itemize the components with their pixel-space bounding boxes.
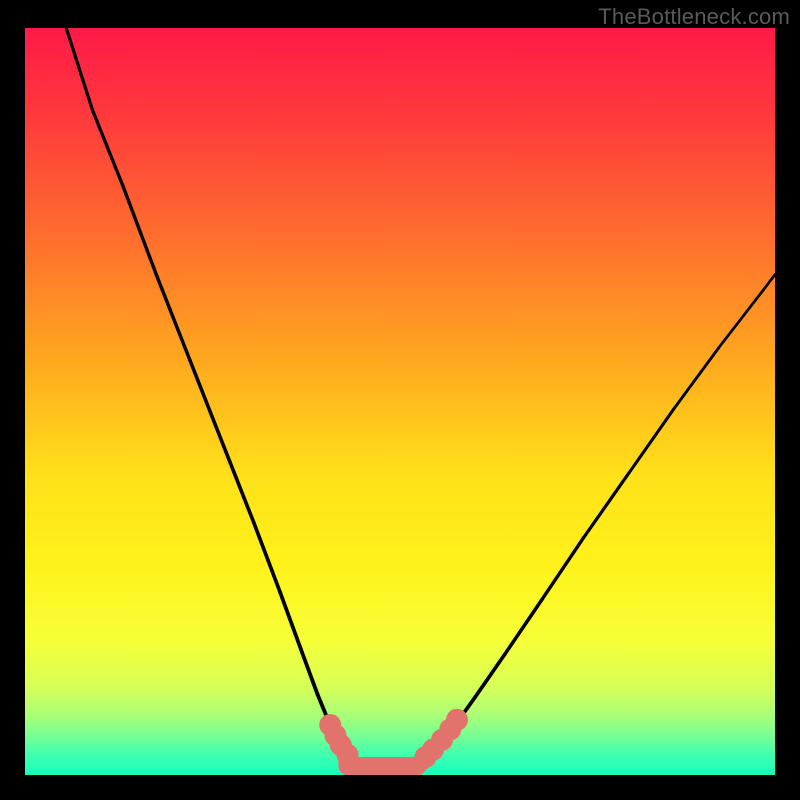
curve-segment <box>66 28 92 110</box>
curve-segment <box>475 654 505 697</box>
chart-container: TheBottleneck.com <box>0 0 800 800</box>
marker-join <box>417 757 425 766</box>
curve-segment <box>224 446 254 522</box>
curve-segment <box>123 185 157 275</box>
watermark-text: TheBottleneck.com <box>598 4 790 30</box>
curve-segment <box>280 592 301 650</box>
curve-segment <box>543 537 584 598</box>
curve-segment <box>764 275 775 290</box>
curve-segment <box>254 523 280 592</box>
curve-segment <box>93 110 123 185</box>
curve-segment <box>584 473 629 537</box>
curve-segment <box>674 348 719 409</box>
plot-area <box>25 28 775 775</box>
curve-layer <box>25 28 775 775</box>
curve-segment <box>190 360 224 446</box>
curve-segment <box>156 275 190 361</box>
curve-segment <box>629 409 674 473</box>
curve-segment <box>505 599 543 654</box>
curve-segment <box>301 650 318 695</box>
curve-segment <box>719 289 764 347</box>
marker-dot-right <box>446 709 468 731</box>
